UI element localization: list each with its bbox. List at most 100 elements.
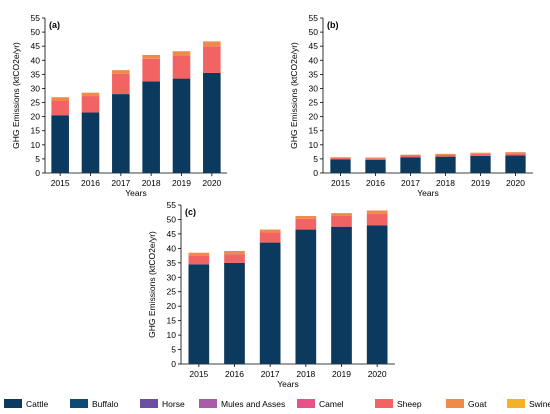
bar-segment-goat	[470, 152, 491, 154]
bar-segment-goat	[142, 54, 160, 59]
x-tick-label: 2017	[111, 178, 130, 188]
bar-segment-sheep	[330, 158, 351, 160]
y-tick-label: 25	[31, 98, 41, 108]
y-tick-label: 35	[31, 69, 41, 79]
legend-item: Sheep	[375, 399, 422, 409]
bar-segment-goat	[366, 210, 388, 214]
bar-segment-cattle	[259, 242, 281, 364]
panel-label: (b)	[327, 20, 339, 30]
y-tick-label: 15	[31, 126, 41, 136]
bar-segment-cattle	[142, 81, 160, 173]
legend-item: Buffalo	[70, 399, 119, 409]
y-tick-label: 40	[31, 55, 41, 65]
x-tick-label: 2020	[368, 369, 387, 379]
legend-swatch	[297, 399, 315, 408]
y-tick-label: 10	[167, 330, 177, 340]
legend-label: Horse	[162, 399, 185, 409]
legend-item: Cattle	[4, 399, 48, 409]
legend-swatch	[446, 399, 464, 408]
x-tick-label: 2015	[51, 178, 70, 188]
bar-segment-goat	[505, 152, 526, 154]
y-tick-label: 45	[31, 41, 41, 51]
y-tick-label: 25	[167, 287, 177, 297]
y-tick-label: 5	[313, 154, 318, 164]
x-tick-label: 2017	[261, 369, 280, 379]
bar-segment-sheep	[470, 153, 491, 156]
y-tick-label: 15	[167, 316, 177, 326]
legend-item: Horse	[140, 399, 185, 409]
bar-segment-goat	[259, 229, 281, 233]
y-tick-label: 25	[309, 98, 319, 108]
bar-segment-cattle	[81, 112, 100, 173]
bar-segment-sheep	[505, 153, 526, 156]
bar-segment-cattle	[435, 156, 456, 173]
bar-segment-sheep	[331, 215, 352, 227]
bar-segment-goat	[365, 157, 386, 159]
bar-segment-goat	[81, 92, 100, 97]
y-tick-label: 5	[35, 154, 40, 164]
y-tick-label: 0	[313, 168, 318, 178]
x-tick-label: 2016	[225, 369, 244, 379]
legend-item: Mules and Asses	[199, 399, 285, 409]
legend-swatch	[140, 399, 158, 408]
legend-label: Swine	[529, 399, 550, 409]
legend-label: Camel	[319, 399, 344, 409]
bar-segment-sheep	[224, 254, 245, 263]
x-tick-label: 2018	[436, 178, 455, 188]
bar-segment-cattle	[295, 229, 317, 364]
y-tick-label: 35	[167, 258, 177, 268]
panel-label: (c)	[185, 207, 196, 217]
legend-swatch	[507, 399, 525, 408]
y-tick-label: 30	[309, 83, 319, 93]
legend-label: Mules and Asses	[221, 399, 285, 409]
bar-segment-cattle	[505, 155, 526, 173]
y-tick-label: 5	[171, 345, 176, 355]
y-tick-label: 55	[31, 13, 41, 23]
legend-swatch	[4, 399, 22, 408]
bar-segment-cattle	[470, 155, 491, 173]
bar-segment-sheep	[172, 55, 191, 79]
y-tick-label: 20	[309, 112, 319, 122]
bar-segment-cattle	[365, 159, 386, 173]
y-tick-label: 40	[167, 243, 177, 253]
bar-segment-sheep	[295, 218, 317, 230]
x-tick-label: 2017	[401, 178, 420, 188]
legend: Cattle Buffalo Horse Mules and Asses Camel Sh…	[4, 399, 550, 409]
y-tick-label: 45	[309, 41, 319, 51]
y-tick-label: 50	[309, 27, 319, 37]
x-axis-title: Years	[277, 379, 298, 389]
bar-segment-goat	[295, 215, 317, 219]
bar-segment-goat	[224, 250, 245, 255]
bar-segment-goat	[51, 97, 69, 101]
chart-panel-2: 0 5 10 15 20 25 30 35 40 45 50 55 2015 2016 2017 2018 20…	[289, 13, 533, 198]
bar-segment-goat	[400, 154, 421, 156]
bar-segment-cattle	[330, 159, 351, 173]
x-tick-label: 2015	[331, 178, 350, 188]
bar-segment-sheep	[203, 46, 221, 73]
legend-label: Sheep	[397, 399, 422, 409]
bar-segment-sheep	[51, 100, 69, 116]
y-tick-label: 20	[31, 112, 41, 122]
x-axis-title: Years	[125, 188, 146, 198]
x-tick-label: 2016	[366, 178, 385, 188]
bar-segment-cattle	[188, 264, 210, 364]
y-tick-label: 10	[31, 140, 41, 150]
bar-segment-cattle	[112, 94, 130, 173]
y-tick-label: 35	[309, 69, 319, 79]
bar-segment-goat	[172, 51, 191, 56]
legend-item: Camel	[297, 399, 344, 409]
y-tick-label: 50	[167, 214, 177, 224]
legend-item: Swine	[507, 399, 550, 409]
y-tick-label: 40	[309, 55, 319, 65]
y-axis-title: GHG Emissions (ktCO2e/yr)	[289, 42, 299, 149]
bar-segment-goat	[435, 153, 456, 155]
y-tick-label: 30	[31, 83, 41, 93]
legend-item: Goat	[446, 399, 487, 409]
x-tick-label: 2019	[332, 369, 351, 379]
x-tick-label: 2019	[471, 178, 490, 188]
bar-segment-sheep	[366, 213, 388, 226]
y-tick-label: 0	[171, 359, 176, 369]
bar-segment-sheep	[259, 232, 281, 243]
x-tick-label: 2020	[202, 178, 221, 188]
